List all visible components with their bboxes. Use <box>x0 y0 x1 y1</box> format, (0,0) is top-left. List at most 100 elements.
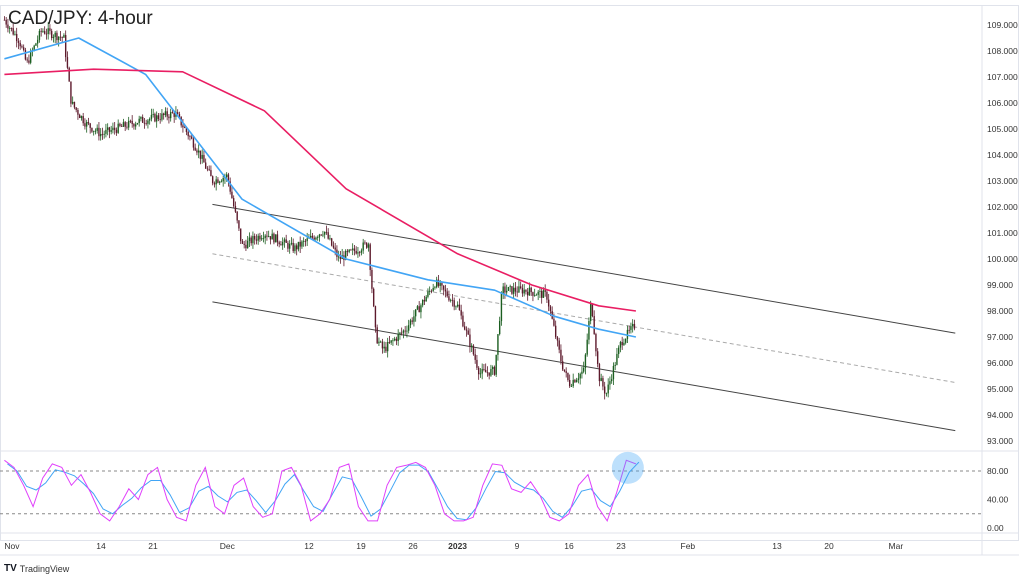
candle <box>451 294 454 307</box>
candle-body <box>10 27 13 29</box>
candle-body <box>423 299 426 302</box>
candle <box>99 128 102 141</box>
candle-body <box>500 293 503 322</box>
candle <box>358 250 361 257</box>
candle <box>94 128 97 135</box>
candle-body <box>560 349 562 362</box>
candle-body <box>351 248 354 250</box>
candle <box>152 108 154 118</box>
candle <box>591 303 594 318</box>
candle <box>322 230 324 238</box>
time-tick-label: 21 <box>148 541 158 551</box>
candle-body <box>47 28 49 34</box>
candle-body <box>549 306 552 312</box>
candle <box>623 338 625 346</box>
candle <box>372 287 375 308</box>
candle-body <box>190 136 193 139</box>
candle <box>17 38 20 50</box>
candle <box>297 241 300 252</box>
candle <box>161 108 163 122</box>
candle <box>603 381 606 400</box>
candle <box>579 372 581 385</box>
candle-body <box>568 379 571 387</box>
candle <box>630 322 632 334</box>
candle <box>47 22 49 40</box>
candle-body <box>133 124 135 127</box>
candle-body <box>397 334 399 342</box>
candle <box>488 372 490 380</box>
candle-body <box>110 130 112 132</box>
candle-body <box>253 236 256 240</box>
candle <box>52 34 55 43</box>
candle <box>112 122 114 134</box>
candle <box>472 344 475 356</box>
candle-body <box>80 116 83 119</box>
candle <box>255 234 258 245</box>
candle <box>491 365 494 375</box>
candle-body <box>276 234 279 243</box>
candles <box>3 16 636 400</box>
candle <box>560 344 562 365</box>
candle-body <box>612 365 615 380</box>
candle-body <box>565 371 567 373</box>
candle <box>486 366 489 377</box>
candle <box>199 150 202 165</box>
candle <box>243 240 245 249</box>
candle <box>565 367 567 378</box>
candle <box>577 372 580 384</box>
candle-body <box>257 235 259 241</box>
candle <box>364 240 366 245</box>
candle <box>435 276 438 289</box>
candle <box>525 289 527 295</box>
candle-body <box>267 236 270 237</box>
candle <box>234 201 237 214</box>
candle-body <box>603 386 606 394</box>
candle <box>365 242 368 249</box>
candle-body <box>89 123 91 128</box>
candle <box>544 284 546 297</box>
candle <box>505 284 508 297</box>
candle <box>227 172 230 187</box>
candle-body <box>306 238 308 242</box>
candle-body <box>561 361 564 370</box>
candle-body <box>176 112 179 114</box>
candle-body <box>474 354 476 360</box>
candle-body <box>168 116 170 119</box>
candle-body <box>418 306 420 313</box>
candle-body <box>469 334 471 347</box>
candle <box>509 284 511 292</box>
candle-body <box>194 147 196 151</box>
candle <box>348 249 350 254</box>
candle <box>605 392 608 397</box>
candle-body <box>173 112 175 117</box>
candle-body <box>493 366 496 375</box>
candle <box>357 246 359 258</box>
time-tick-label: 9 <box>515 541 520 551</box>
candle <box>290 237 293 246</box>
candle <box>283 237 286 248</box>
candle <box>187 130 189 140</box>
candle-body <box>495 354 497 375</box>
price-tick-label: 101.000 <box>987 228 1018 238</box>
tradingview-logo: TV TradingView <box>4 563 69 574</box>
candle <box>589 300 592 325</box>
candle-body <box>234 206 237 212</box>
osc-tick-label: 0.00 <box>987 523 1004 533</box>
candle <box>567 372 569 382</box>
candle <box>386 337 389 358</box>
candle-body <box>383 346 385 349</box>
candle <box>203 149 205 163</box>
candle <box>150 108 153 122</box>
candle-body <box>288 243 291 249</box>
candle <box>117 119 119 134</box>
candle-body <box>441 283 443 286</box>
candle <box>133 122 135 130</box>
candle <box>572 373 574 388</box>
candle-body <box>332 245 335 248</box>
candle <box>330 237 333 247</box>
candle <box>295 243 298 256</box>
candle-body <box>290 242 293 244</box>
candle <box>266 230 268 241</box>
candle-body <box>203 154 205 163</box>
